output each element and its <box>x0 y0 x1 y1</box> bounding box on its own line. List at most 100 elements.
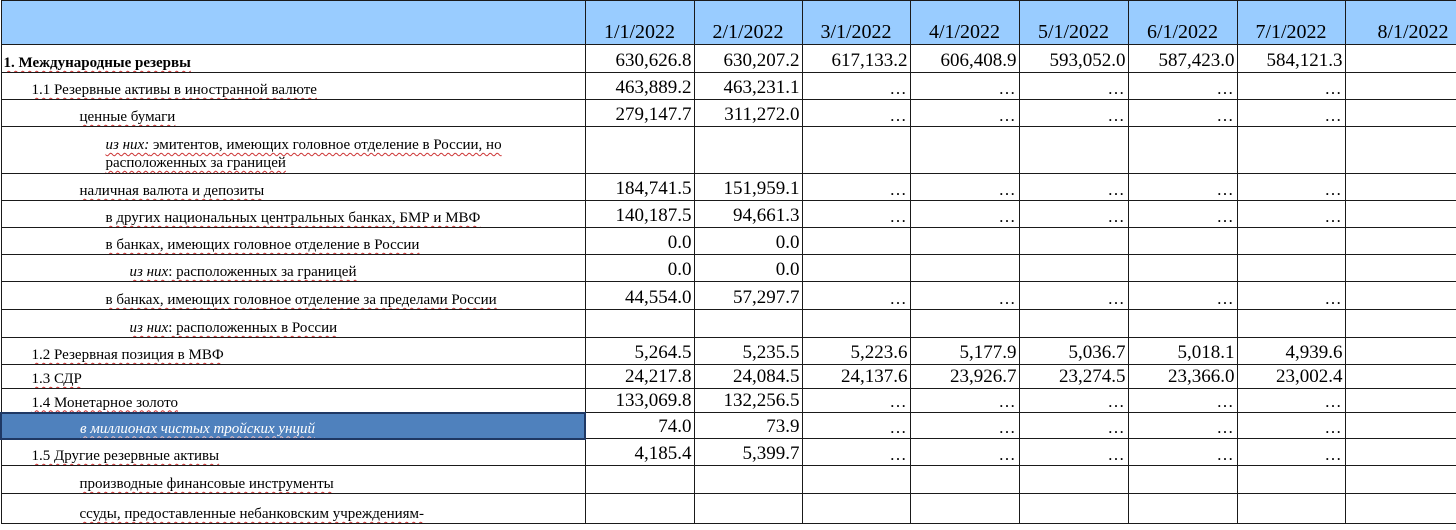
value-cell[interactable]: … <box>909 388 1020 413</box>
value-cell[interactable] <box>693 493 803 524</box>
value-cell[interactable]: … <box>1018 438 1129 466</box>
value-cell[interactable] <box>693 126 803 174</box>
value-cell[interactable]: 593,052.0 <box>1018 44 1129 73</box>
value-cell[interactable]: 463,889.2 <box>584 72 695 100</box>
value-cell[interactable] <box>1344 438 1456 466</box>
value-cell[interactable]: … <box>1127 412 1238 439</box>
value-cell[interactable]: 0.0 <box>693 254 803 282</box>
value-cell[interactable] <box>1236 309 1346 338</box>
value-cell[interactable]: 0.0 <box>693 227 803 255</box>
value-cell[interactable]: … <box>1236 99 1346 127</box>
value-cell[interactable]: 5,223.6 <box>801 337 911 365</box>
value-cell[interactable]: … <box>909 438 1020 466</box>
row-label-cell[interactable]: в банках, имеющих головное отделение в Р… <box>0 227 586 255</box>
row-label-cell[interactable]: ценные бумаги <box>0 99 586 127</box>
row-label-cell[interactable]: наличная валюта и депозиты <box>0 173 586 201</box>
value-cell[interactable] <box>909 227 1020 255</box>
value-cell[interactable]: 606,408.9 <box>909 44 1020 73</box>
column-header[interactable]: 3/1/2022 <box>801 0 911 45</box>
value-cell[interactable]: 94,661.3 <box>693 200 803 228</box>
value-cell[interactable] <box>1344 200 1456 228</box>
value-cell[interactable]: 584,121.3 <box>1236 44 1346 73</box>
value-cell[interactable] <box>909 493 1020 524</box>
value-cell[interactable] <box>693 465 803 494</box>
value-cell[interactable] <box>584 465 695 494</box>
value-cell[interactable] <box>1236 493 1346 524</box>
value-cell[interactable] <box>584 309 695 338</box>
value-cell[interactable] <box>1127 493 1238 524</box>
value-cell[interactable]: … <box>1127 438 1238 466</box>
value-cell[interactable]: 24,217.8 <box>584 364 695 389</box>
value-cell[interactable] <box>1344 364 1456 389</box>
value-cell[interactable] <box>1344 44 1456 73</box>
value-cell[interactable]: … <box>909 173 1020 201</box>
value-cell[interactable]: 617,133.2 <box>801 44 911 73</box>
value-cell[interactable]: … <box>1236 412 1346 439</box>
value-cell[interactable] <box>1236 465 1346 494</box>
value-cell[interactable] <box>1236 254 1346 282</box>
value-cell[interactable]: 5,177.9 <box>909 337 1020 365</box>
value-cell[interactable] <box>1018 227 1129 255</box>
value-cell[interactable]: … <box>1236 281 1346 310</box>
value-cell[interactable] <box>1344 465 1456 494</box>
value-cell[interactable] <box>909 126 1020 174</box>
value-cell[interactable]: … <box>801 99 911 127</box>
column-header[interactable]: 7/1/2022 <box>1236 0 1346 45</box>
value-cell[interactable]: … <box>909 281 1020 310</box>
value-cell[interactable] <box>1018 309 1129 338</box>
value-cell[interactable]: 4,939.6 <box>1236 337 1346 365</box>
value-cell[interactable] <box>1236 227 1346 255</box>
row-label-cell[interactable]: 1.4 Монетарное золото <box>0 388 586 413</box>
value-cell[interactable] <box>1127 126 1238 174</box>
row-label-cell[interactable]: ссуды, предоставленные небанковским учре… <box>0 493 586 524</box>
value-cell[interactable]: … <box>1127 99 1238 127</box>
row-label-cell[interactable]: из них: эмитентов, имеющих головное отде… <box>0 126 586 174</box>
value-cell[interactable] <box>801 465 911 494</box>
value-cell[interactable]: … <box>1127 173 1238 201</box>
row-label-cell[interactable]: 1.3 СДР <box>0 364 586 389</box>
value-cell[interactable] <box>1127 465 1238 494</box>
value-cell[interactable] <box>801 126 911 174</box>
value-cell[interactable]: … <box>801 412 911 439</box>
value-cell[interactable] <box>1127 227 1238 255</box>
value-cell[interactable]: 630,207.2 <box>693 44 803 73</box>
value-cell[interactable]: … <box>1236 438 1346 466</box>
value-cell[interactable] <box>1018 126 1129 174</box>
value-cell[interactable]: … <box>1018 388 1129 413</box>
value-cell[interactable]: 23,926.7 <box>909 364 1020 389</box>
value-cell[interactable]: 44,554.0 <box>584 281 695 310</box>
value-cell[interactable]: 4,185.4 <box>584 438 695 466</box>
value-cell[interactable]: … <box>1127 200 1238 228</box>
row-label-cell[interactable]: 1.1 Резервные активы в иностранной валют… <box>0 72 586 100</box>
value-cell[interactable]: 24,137.6 <box>801 364 911 389</box>
value-cell[interactable]: 5,018.1 <box>1127 337 1238 365</box>
value-cell[interactable]: … <box>801 173 911 201</box>
value-cell[interactable]: 279,147.7 <box>584 99 695 127</box>
value-cell[interactable]: … <box>1018 99 1129 127</box>
row-label-cell[interactable]: из них: расположенных в России <box>0 309 586 338</box>
value-cell[interactable]: 630,626.8 <box>584 44 695 73</box>
value-cell[interactable]: 151,959.1 <box>693 173 803 201</box>
value-cell[interactable] <box>1344 126 1456 174</box>
column-header[interactable]: 4/1/2022 <box>909 0 1020 45</box>
row-label-cell[interactable]: 1.2 Резервная позиция в МВФ <box>0 337 586 365</box>
value-cell[interactable] <box>693 309 803 338</box>
value-cell[interactable] <box>1344 337 1456 365</box>
value-cell[interactable] <box>1344 388 1456 413</box>
value-cell[interactable]: 23,366.0 <box>1127 364 1238 389</box>
value-cell[interactable]: 140,187.5 <box>584 200 695 228</box>
value-cell[interactable]: … <box>1236 388 1346 413</box>
value-cell[interactable]: 133,069.8 <box>584 388 695 413</box>
value-cell[interactable] <box>801 227 911 255</box>
column-header[interactable]: 1/1/2022 <box>584 0 695 45</box>
value-cell[interactable]: 5,036.7 <box>1018 337 1129 365</box>
value-cell[interactable]: … <box>1236 72 1346 100</box>
row-label-cell[interactable]: 1. Международные резервы <box>0 44 586 73</box>
value-cell[interactable]: 73.9 <box>693 412 803 439</box>
column-header[interactable]: 6/1/2022 <box>1127 0 1238 45</box>
value-cell[interactable] <box>1018 493 1129 524</box>
value-cell[interactable] <box>1344 281 1456 310</box>
value-cell[interactable]: … <box>1127 72 1238 100</box>
value-cell[interactable]: … <box>909 99 1020 127</box>
value-cell[interactable] <box>584 126 695 174</box>
